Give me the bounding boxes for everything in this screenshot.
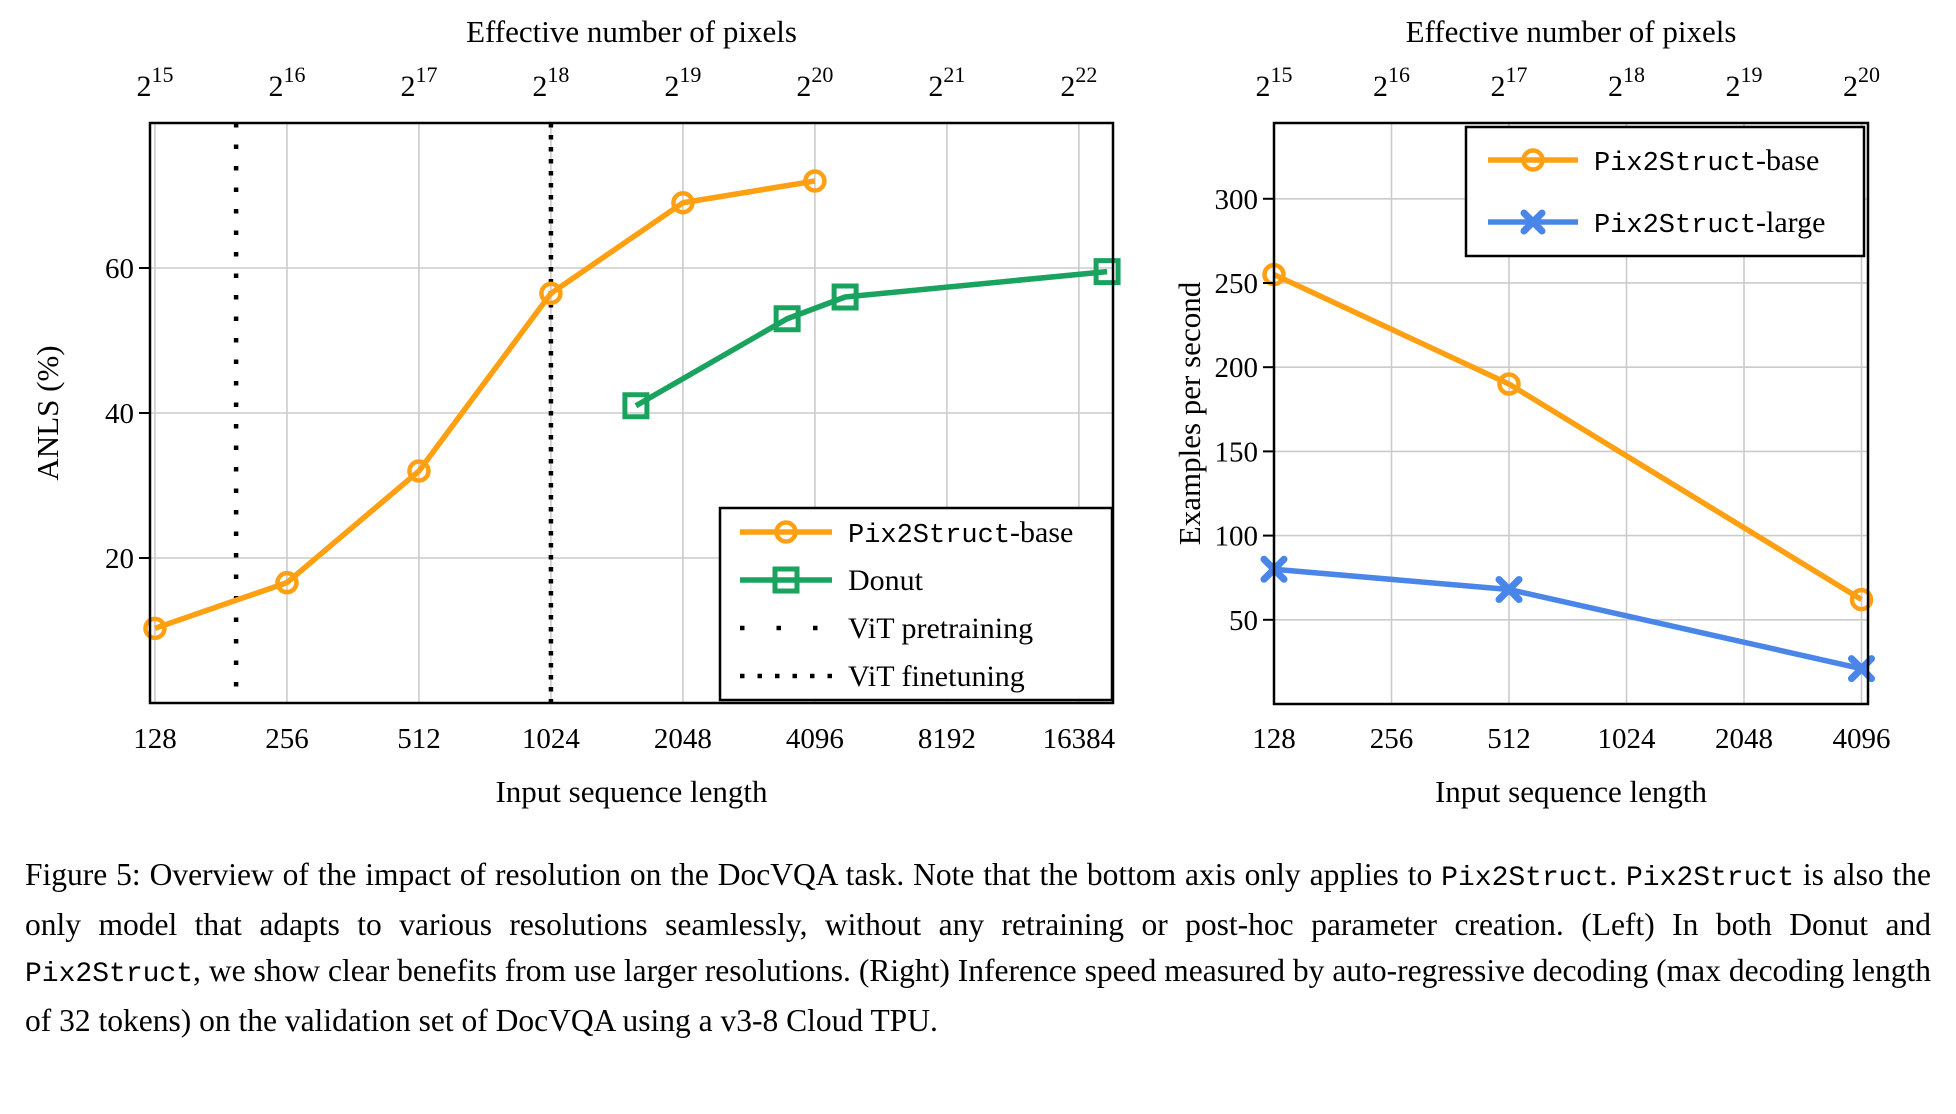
- charts-canvas: Effective number of pixels 215 216 217 218 21…: [30, 14, 1891, 809]
- legend-entry: ViT finetuning: [740, 660, 1025, 693]
- x-tick-label: 1024: [1598, 723, 1657, 755]
- legend: Pix2Struct-base Donut ViT pretraining ViT f…: [718, 506, 1114, 702]
- y-tick-label: 60: [105, 253, 134, 285]
- top-tick-label: 216: [268, 62, 305, 103]
- x-marker: [1520, 209, 1546, 235]
- y-axis-label: ANLS (%): [30, 345, 65, 480]
- x-tick-label: 4096: [786, 723, 844, 755]
- x-tick-label: 128: [1252, 723, 1296, 755]
- x-tick-label: 1024: [522, 723, 581, 755]
- x-tick-label: 128: [133, 723, 177, 755]
- square-marker: [831, 283, 859, 311]
- series-line: [154, 178, 816, 631]
- legend-label: Pix2Struct-large: [1594, 206, 1825, 241]
- series-line: [634, 268, 1108, 409]
- square-marker: [772, 566, 800, 594]
- x-tick-label: 256: [1370, 723, 1414, 755]
- caption-code-text: Pix2Struct: [1625, 863, 1795, 894]
- caption-text: is also the only model that adapts to va…: [25, 857, 1931, 942]
- top-tick-label: 222: [1060, 62, 1097, 103]
- top-tick-label: 217: [1491, 62, 1528, 103]
- x-tick-label: 2048: [654, 723, 712, 755]
- circle-marker: [671, 191, 695, 215]
- top-tick-label: 220: [796, 62, 833, 103]
- chart-left: Effective number of pixels 215 216 217 218 21…: [30, 14, 1121, 809]
- legend-entry: Pix2Struct-large: [1488, 206, 1825, 241]
- y-tick-label: 100: [1215, 521, 1259, 553]
- caption-text: Figure 5: Overview of the impact of reso…: [25, 857, 1442, 892]
- caption-text: , we show clear benefits from use larger…: [25, 953, 1931, 1038]
- x-tick-label: 2048: [1715, 723, 1773, 755]
- y-axis-label: Examples per second: [1172, 281, 1207, 545]
- circle-marker: [803, 169, 827, 193]
- top-tick-label: 220: [1843, 62, 1880, 103]
- top-tick-label: 219: [1726, 62, 1763, 103]
- top-tick-label: 216: [1373, 62, 1410, 103]
- square-marker: [622, 392, 650, 420]
- square-marker: [773, 305, 801, 333]
- series-line: [1273, 566, 1863, 672]
- legend-entry: ViT pretraining: [740, 612, 1033, 645]
- x-tick-label: 512: [397, 723, 441, 755]
- x-tick-label: 4096: [1833, 723, 1891, 755]
- legend-label: Pix2Struct-base: [848, 516, 1073, 551]
- legend-entry: Pix2Struct-base: [740, 516, 1073, 551]
- caption-code-text: Pix2Struct: [25, 959, 194, 990]
- top-tick-label: 221: [928, 62, 965, 103]
- y-tick-label: 20: [105, 543, 134, 575]
- top-tick-label: 215: [1256, 62, 1293, 103]
- legend: Pix2Struct-base Pix2Struct-large: [1464, 125, 1866, 258]
- legend-label: Donut: [848, 564, 924, 597]
- circle-marker: [774, 520, 798, 544]
- y-tick-label: 250: [1215, 268, 1259, 300]
- x-tick-label: 512: [1487, 723, 1531, 755]
- y-tick-label: 50: [1229, 605, 1258, 637]
- circle-marker: [539, 281, 563, 306]
- top-tick-label: 217: [400, 62, 437, 103]
- x-axis-label: Input sequence length: [495, 774, 768, 809]
- y-tick-label: 40: [105, 398, 134, 430]
- legend-label: ViT finetuning: [848, 660, 1025, 693]
- circle-marker: [1497, 372, 1521, 396]
- circle-marker: [407, 459, 431, 483]
- x-tick-label: 256: [265, 723, 309, 755]
- legend-entry: Pix2Struct-base: [1488, 144, 1819, 179]
- x-marker: [1495, 575, 1523, 603]
- caption-code-text: Pix2Struct: [1441, 863, 1610, 894]
- circle-marker: [1521, 148, 1545, 172]
- series-pix2struct-base: [1262, 262, 1874, 612]
- series-line: [1272, 272, 1863, 602]
- top-tick-label: 215: [136, 62, 173, 103]
- y-tick-label: 200: [1215, 352, 1259, 384]
- series-pix2struct-large: [1260, 555, 1875, 683]
- caption-text: .: [1609, 857, 1626, 892]
- top-axis-title: Effective number of pixels: [1406, 14, 1737, 49]
- chart-right: Effective number of pixels 215 216 217 218 21…: [1172, 14, 1891, 809]
- series-donut: [622, 258, 1121, 420]
- y-tick-label: 150: [1215, 436, 1259, 468]
- circle-marker: [275, 570, 299, 595]
- y-tick-label: 300: [1215, 184, 1259, 216]
- square-marker: [1093, 258, 1121, 286]
- plot-border: [1272, 121, 1870, 706]
- x-axis-label: Input sequence length: [1435, 774, 1708, 809]
- figure-caption: Figure 5: Overview of the impact of reso…: [25, 852, 1931, 1044]
- legend-entry: Donut: [740, 564, 924, 597]
- x-tick-label: 8192: [918, 723, 976, 755]
- top-tick-label: 218: [1608, 62, 1645, 103]
- series-pix2struct-base: [143, 169, 827, 641]
- top-tick-label: 218: [532, 62, 569, 103]
- top-tick-label: 219: [664, 62, 701, 103]
- x-tick-label: 16384: [1043, 723, 1116, 755]
- circle-marker: [143, 616, 167, 641]
- circle-marker: [1849, 587, 1874, 612]
- legend-label: ViT pretraining: [848, 612, 1033, 645]
- legend-label: Pix2Struct-base: [1594, 144, 1819, 179]
- top-axis-title: Effective number of pixels: [466, 14, 797, 49]
